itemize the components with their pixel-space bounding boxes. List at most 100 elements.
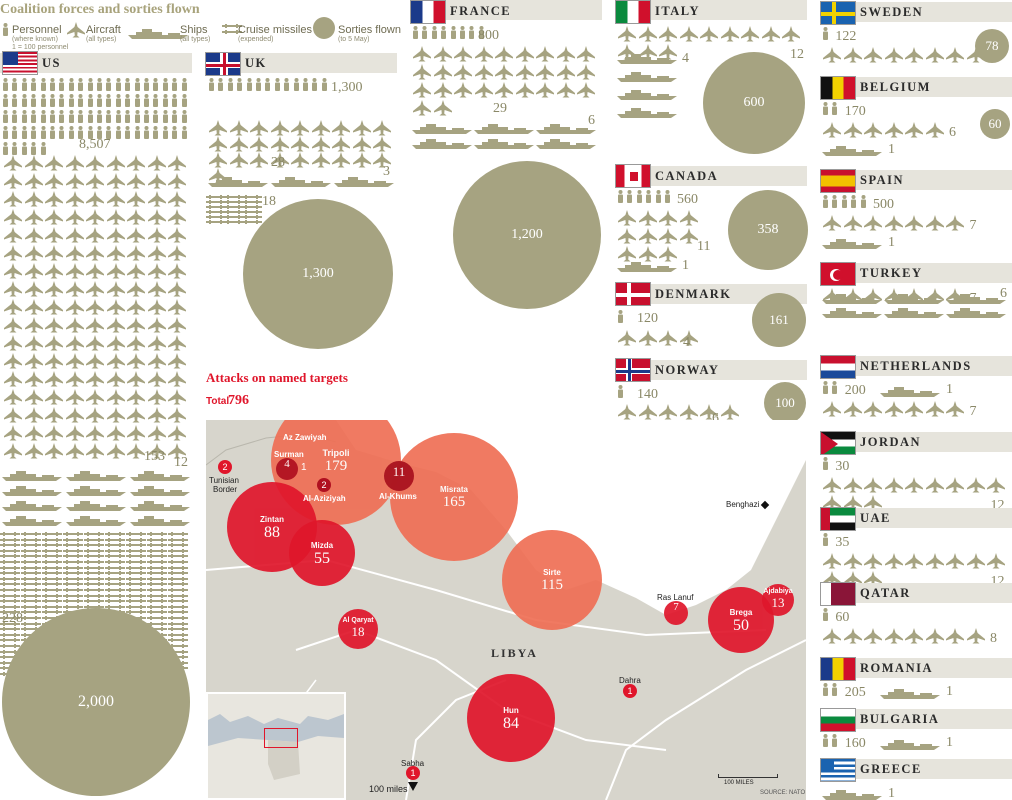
jordan-band — [820, 432, 1012, 452]
us-missile-icon — [84, 582, 104, 587]
flag-se — [820, 1, 856, 25]
belgium-aircraft-icon — [925, 122, 944, 138]
us-aircraft-icon — [4, 299, 22, 315]
us-personnel-icon — [31, 142, 37, 155]
us-aircraft-icon — [24, 407, 43, 423]
uk-personnel-icon — [227, 78, 233, 91]
france-aircraft-icon — [536, 46, 554, 62]
us-aircraft-icon — [168, 263, 186, 279]
us-aircraft-icon — [24, 335, 43, 351]
us-aircraft-icon — [168, 371, 186, 387]
canada-aircraft-value: 11 — [697, 239, 711, 254]
turkey-aircraft-icon — [884, 288, 903, 304]
us-missile-icon — [63, 543, 83, 548]
us-missile-icon — [105, 582, 125, 587]
us-aircraft-icon — [168, 425, 186, 441]
spain-aircraft-icon — [946, 215, 964, 231]
uk-personnel-icon — [246, 78, 252, 91]
uk-missile-icon — [242, 200, 262, 204]
qatar-aircraft-icon — [864, 628, 882, 644]
us-missile-icon — [147, 621, 167, 626]
france-personnel-icon — [450, 26, 456, 39]
us-missile-icon — [147, 610, 167, 615]
bulgaria-personnel-value: 160 — [844, 736, 866, 751]
uae-band — [820, 508, 1012, 528]
uk-missile-icon — [224, 205, 244, 209]
qatar-aircraft-icon — [843, 628, 862, 644]
us-personnel-icon — [134, 78, 140, 91]
target-sirte-value: 115 — [541, 577, 563, 593]
target-ajdabiya: Ajdabiya 13 — [762, 584, 794, 616]
us-aircraft-icon — [168, 407, 186, 423]
bulgaria-personnel-icon — [823, 734, 828, 747]
us-missile-icon — [105, 543, 125, 548]
uae-aircraft-icon — [843, 571, 862, 587]
jordan-aircraft-icon — [823, 495, 841, 511]
us-missile-icon — [147, 616, 167, 620]
us-missile-icon — [105, 537, 125, 542]
us-aircraft-icon — [86, 155, 104, 171]
us-missile-icon — [126, 543, 146, 548]
us-ship-icon — [66, 516, 126, 526]
uk-aircraft-icon — [270, 152, 289, 168]
us-aircraft-icon — [168, 155, 186, 171]
us-aircraft-icon — [127, 263, 145, 279]
uk-personnel-icon — [312, 78, 318, 91]
us-aircraft-icon — [65, 371, 84, 387]
us-personnel-icon — [31, 78, 37, 91]
legend-person-icon — [3, 23, 8, 36]
us-missile-icon — [168, 604, 188, 609]
attacks-title: Attacks on named targets — [206, 370, 348, 385]
us-missile-icon — [42, 537, 62, 542]
us-missile-icon — [105, 599, 125, 604]
bulgaria-ships-value: 1 — [946, 735, 953, 750]
turkey-name: TURKEY — [860, 266, 923, 280]
flag-it — [615, 0, 651, 24]
us-sorties-circle: 2,000 — [2, 608, 190, 796]
us-missile-icon — [147, 588, 167, 592]
us-aircraft-icon — [65, 443, 84, 459]
france-aircraft-icon — [433, 64, 452, 80]
uk-personnel-icon — [274, 78, 280, 91]
france-aircraft-icon — [536, 64, 554, 80]
us-aircraft-icon — [65, 281, 84, 297]
us-missile-icon — [84, 548, 104, 553]
target-sirte-name: Sirte — [543, 568, 561, 577]
flag-canton — [821, 759, 834, 772]
us-aircraft-icon — [106, 209, 125, 225]
target-mizda-name: Mizda — [310, 541, 334, 550]
us-missile-icon — [168, 588, 188, 592]
us-aircraft-icon — [4, 155, 22, 171]
uk-aircraft-value: 28 — [271, 155, 285, 170]
us-aircraft-icon — [24, 425, 43, 441]
us-personnel-icon — [172, 126, 178, 139]
target-brega-value: 50 — [733, 617, 749, 634]
us-personnel-icon — [40, 110, 46, 123]
france-aircraft-icon — [413, 46, 431, 62]
uk-aircraft-icon — [250, 152, 268, 168]
us-personnel-icon — [12, 94, 18, 107]
us-missile-icon — [84, 532, 104, 536]
us-aircraft-icon — [4, 371, 22, 387]
us-missile-icon — [126, 599, 146, 604]
france-ship-icon — [474, 124, 534, 134]
us-missile-icon — [147, 532, 167, 536]
uk-aircraft-icon — [332, 152, 350, 168]
greece-ships-value: 1 — [888, 786, 895, 800]
italy-ship-icon — [617, 72, 677, 82]
france-ship-icon — [536, 139, 596, 149]
flag-ro — [820, 657, 856, 681]
us-missile-icon — [63, 571, 83, 576]
us-missile-icon — [42, 610, 62, 615]
us-missile-icon — [0, 632, 20, 637]
legend-missile-icon — [222, 30, 242, 34]
uae-aircraft-icon — [925, 553, 944, 569]
us-personnel-icon — [68, 78, 74, 91]
us-missile-icon — [126, 565, 146, 570]
canada-ship-icon — [617, 262, 677, 272]
us-personnel-icon — [12, 142, 18, 155]
us-ship-icon — [2, 486, 62, 496]
us-personnel-icon — [21, 78, 27, 91]
france-aircraft-icon — [433, 82, 452, 98]
norway-personnel-icon — [618, 385, 623, 398]
